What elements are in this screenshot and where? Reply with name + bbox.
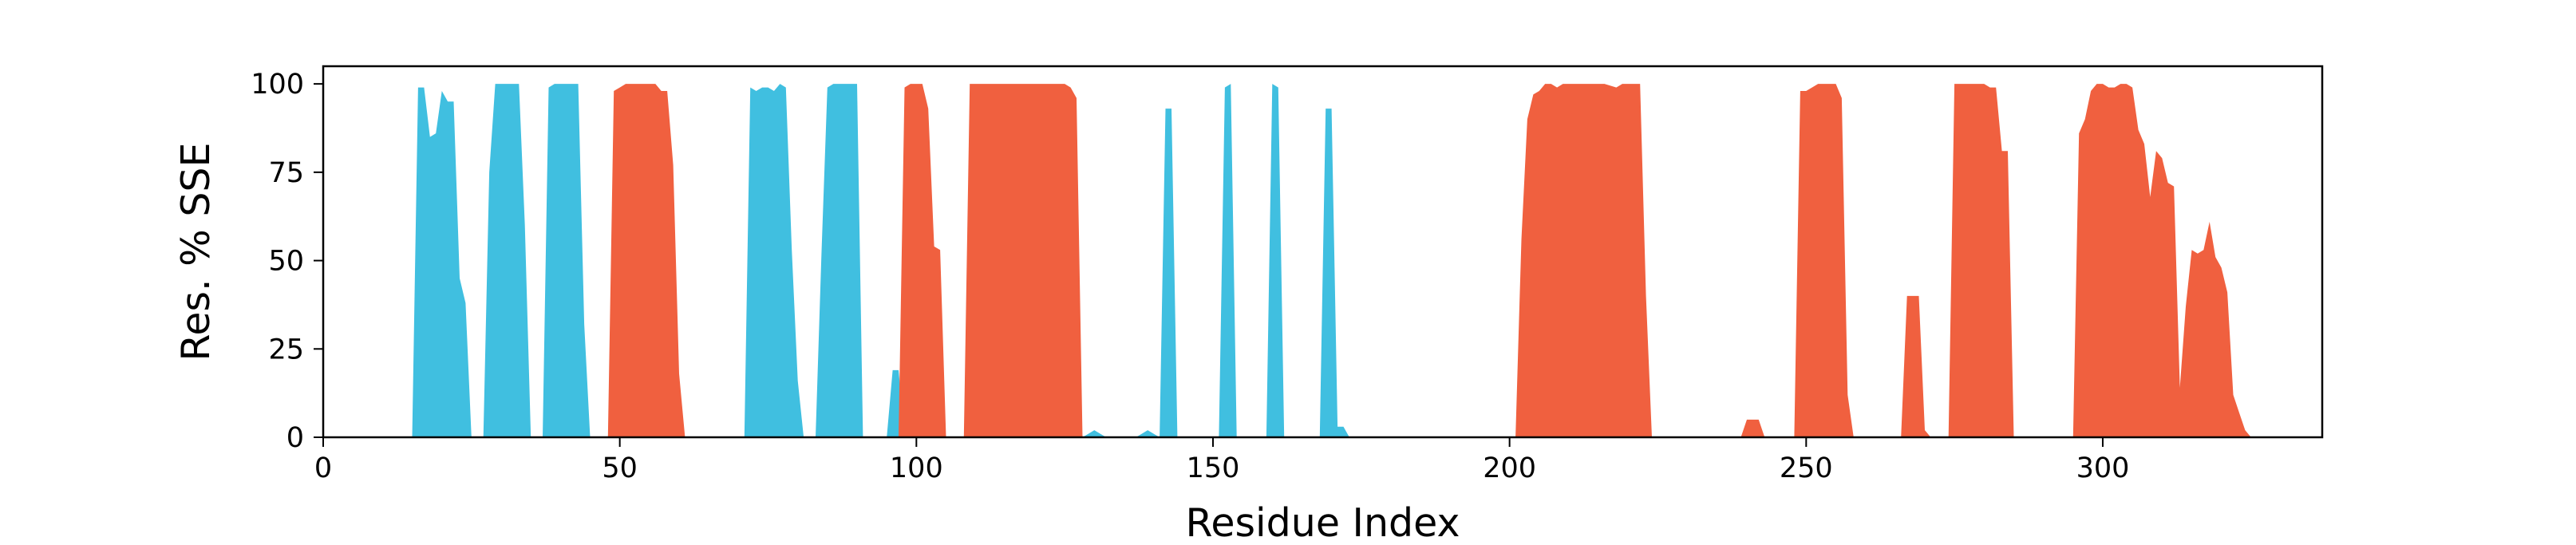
x-axis: 0 50 100 150 200 250 300 xyxy=(314,437,2130,484)
x-axis-label: Residue Index xyxy=(1186,500,1460,545)
y-tick-label: 75 xyxy=(268,157,304,189)
x-tick-label: 0 xyxy=(314,452,332,484)
x-tick-label: 100 xyxy=(890,452,943,484)
x-tick-label: 150 xyxy=(1187,452,1240,484)
y-tick-label: 100 xyxy=(251,69,304,101)
y-axis: 0 25 50 75 100 xyxy=(251,69,323,454)
plot-series xyxy=(412,84,2251,437)
y-tick-label: 50 xyxy=(268,246,304,278)
x-tick-label: 200 xyxy=(1483,452,1536,484)
series-area-strand xyxy=(412,84,1349,437)
y-axis-label: Res. % SSE xyxy=(173,143,219,361)
x-tick-label: 250 xyxy=(1780,452,1833,484)
series-area-helix xyxy=(607,84,2251,437)
y-tick-label: 25 xyxy=(268,334,304,365)
plot-frame xyxy=(322,65,2324,439)
x-tick-label: 300 xyxy=(2076,452,2130,484)
x-tick-label: 50 xyxy=(602,452,638,484)
y-tick-label: 0 xyxy=(286,422,304,454)
